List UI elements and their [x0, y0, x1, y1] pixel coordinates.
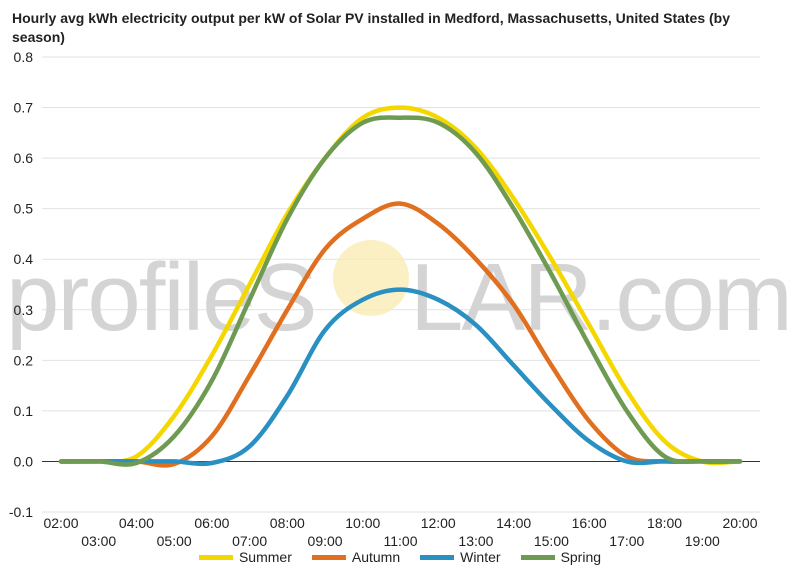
- x-tick-label: 16:00: [572, 515, 607, 531]
- x-tick-label: 15:00: [534, 533, 569, 549]
- legend-swatch: [311, 554, 346, 560]
- watermark-sun-icon: [333, 240, 409, 316]
- x-tick-label: 09:00: [308, 533, 343, 549]
- x-tick-label: 19:00: [685, 533, 720, 549]
- x-tick-label: 11:00: [384, 533, 418, 549]
- x-tick-label: 06:00: [194, 515, 229, 531]
- x-tick-label: 10:00: [345, 515, 380, 531]
- legend-item-spring[interactable]: Spring: [520, 549, 602, 565]
- legend-label: Spring: [560, 549, 602, 565]
- legend-item-summer[interactable]: Summer: [198, 549, 292, 565]
- watermark-text-right: LAR.com: [410, 244, 791, 351]
- x-tick-label: 05:00: [157, 533, 192, 549]
- y-tick-label: -0.1: [9, 504, 33, 520]
- x-tick-label: 08:00: [270, 515, 305, 531]
- y-tick-label: 0.7: [14, 100, 34, 116]
- y-tick-label: 0.4: [14, 251, 34, 267]
- y-tick-label: 0.1: [14, 403, 34, 419]
- legend-label: Autumn: [351, 549, 401, 565]
- x-tick-label: 07:00: [232, 533, 267, 549]
- x-tick-label: 20:00: [722, 515, 757, 531]
- legend-swatch: [520, 554, 555, 560]
- x-tick-label: 12:00: [421, 515, 456, 531]
- legend-swatch: [420, 554, 455, 560]
- series-line-winter: [58, 287, 743, 467]
- series-line-spring: [58, 115, 743, 467]
- series-line-autumn: [58, 201, 743, 468]
- watermark: profileS LAR.com: [6, 240, 793, 351]
- y-tick-label: 0.3: [14, 302, 34, 318]
- legend: Summer Autumn Winter Spring: [0, 549, 800, 565]
- x-tick-label: 17:00: [609, 533, 644, 549]
- legend-item-autumn[interactable]: Autumn: [311, 549, 401, 565]
- x-tick-label: 13:00: [458, 533, 493, 549]
- y-tick-label: 0.6: [14, 150, 34, 166]
- x-tick-label: 18:00: [647, 515, 682, 531]
- y-tick-label: 0.8: [14, 49, 34, 65]
- x-tick-label: 03:00: [81, 533, 116, 549]
- legend-label: Summer: [238, 549, 292, 565]
- series-lines: [58, 105, 743, 468]
- legend-label: Winter: [460, 549, 501, 565]
- legend-item-winter[interactable]: Winter: [420, 549, 501, 565]
- x-tick-label: 04:00: [119, 515, 154, 531]
- y-tick-label: 0.0: [14, 453, 34, 469]
- y-tick-label: 0.2: [14, 352, 34, 368]
- chart-title: Hourly avg kWh electricity output per kW…: [12, 10, 731, 45]
- x-tick-label: 14:00: [496, 515, 531, 531]
- legend-swatch: [198, 554, 233, 560]
- y-tick-label: 0.5: [14, 201, 34, 217]
- x-tick-label: 02:00: [43, 515, 78, 531]
- series-line-summer: [58, 105, 743, 466]
